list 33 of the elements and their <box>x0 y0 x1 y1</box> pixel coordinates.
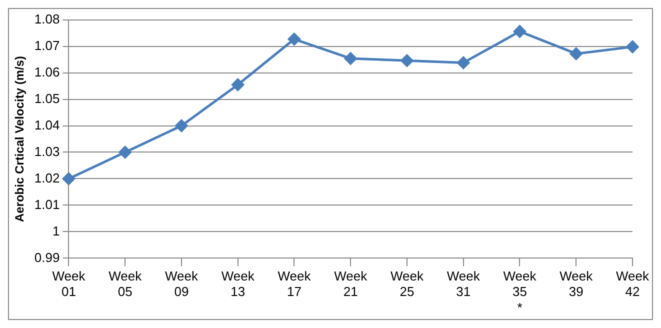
y-tick-label: 1 <box>52 223 60 238</box>
point <box>175 120 188 132</box>
y-tick-label: 1.07 <box>34 38 60 53</box>
x-tick-label: Week 21 <box>334 268 368 300</box>
point <box>457 56 470 69</box>
point <box>232 78 244 91</box>
x-tick-label: Week 25 <box>390 268 424 300</box>
y-axis-title: Aerobic Crtical Velocity (m/s) <box>12 56 27 222</box>
x-tick-label: Week 42 <box>616 268 650 300</box>
y-tick-label: 0.99 <box>34 250 60 265</box>
x-tick-label: Week 17 <box>278 268 312 300</box>
y-tick-label: 1.06 <box>34 64 60 80</box>
x-tick-label: Week 01 <box>52 268 86 300</box>
y-tick-label: 1.02 <box>34 170 60 186</box>
x-tick-label: Week 39 <box>560 268 594 300</box>
x-tick-label: Week 35 * <box>503 268 537 315</box>
x-tick-label: Week 13 <box>221 268 255 300</box>
point <box>570 47 582 60</box>
y-tick-label: 1.04 <box>34 117 60 132</box>
point <box>62 172 75 185</box>
point <box>513 25 526 38</box>
x-tick-label: Week 05 <box>108 268 142 300</box>
point <box>288 32 300 46</box>
point <box>118 146 132 158</box>
point <box>626 40 639 54</box>
y-tick-label: 1.08 <box>34 11 60 26</box>
x-tick-label: Week 31 <box>446 268 480 300</box>
y-tick-label: 1.05 <box>34 90 60 106</box>
point <box>344 52 357 65</box>
y-tick-label: 1.03 <box>34 144 60 159</box>
point <box>400 54 414 67</box>
y-tick-label: 1.01 <box>34 196 60 212</box>
x-tick-label: Week 09 <box>164 268 198 300</box>
